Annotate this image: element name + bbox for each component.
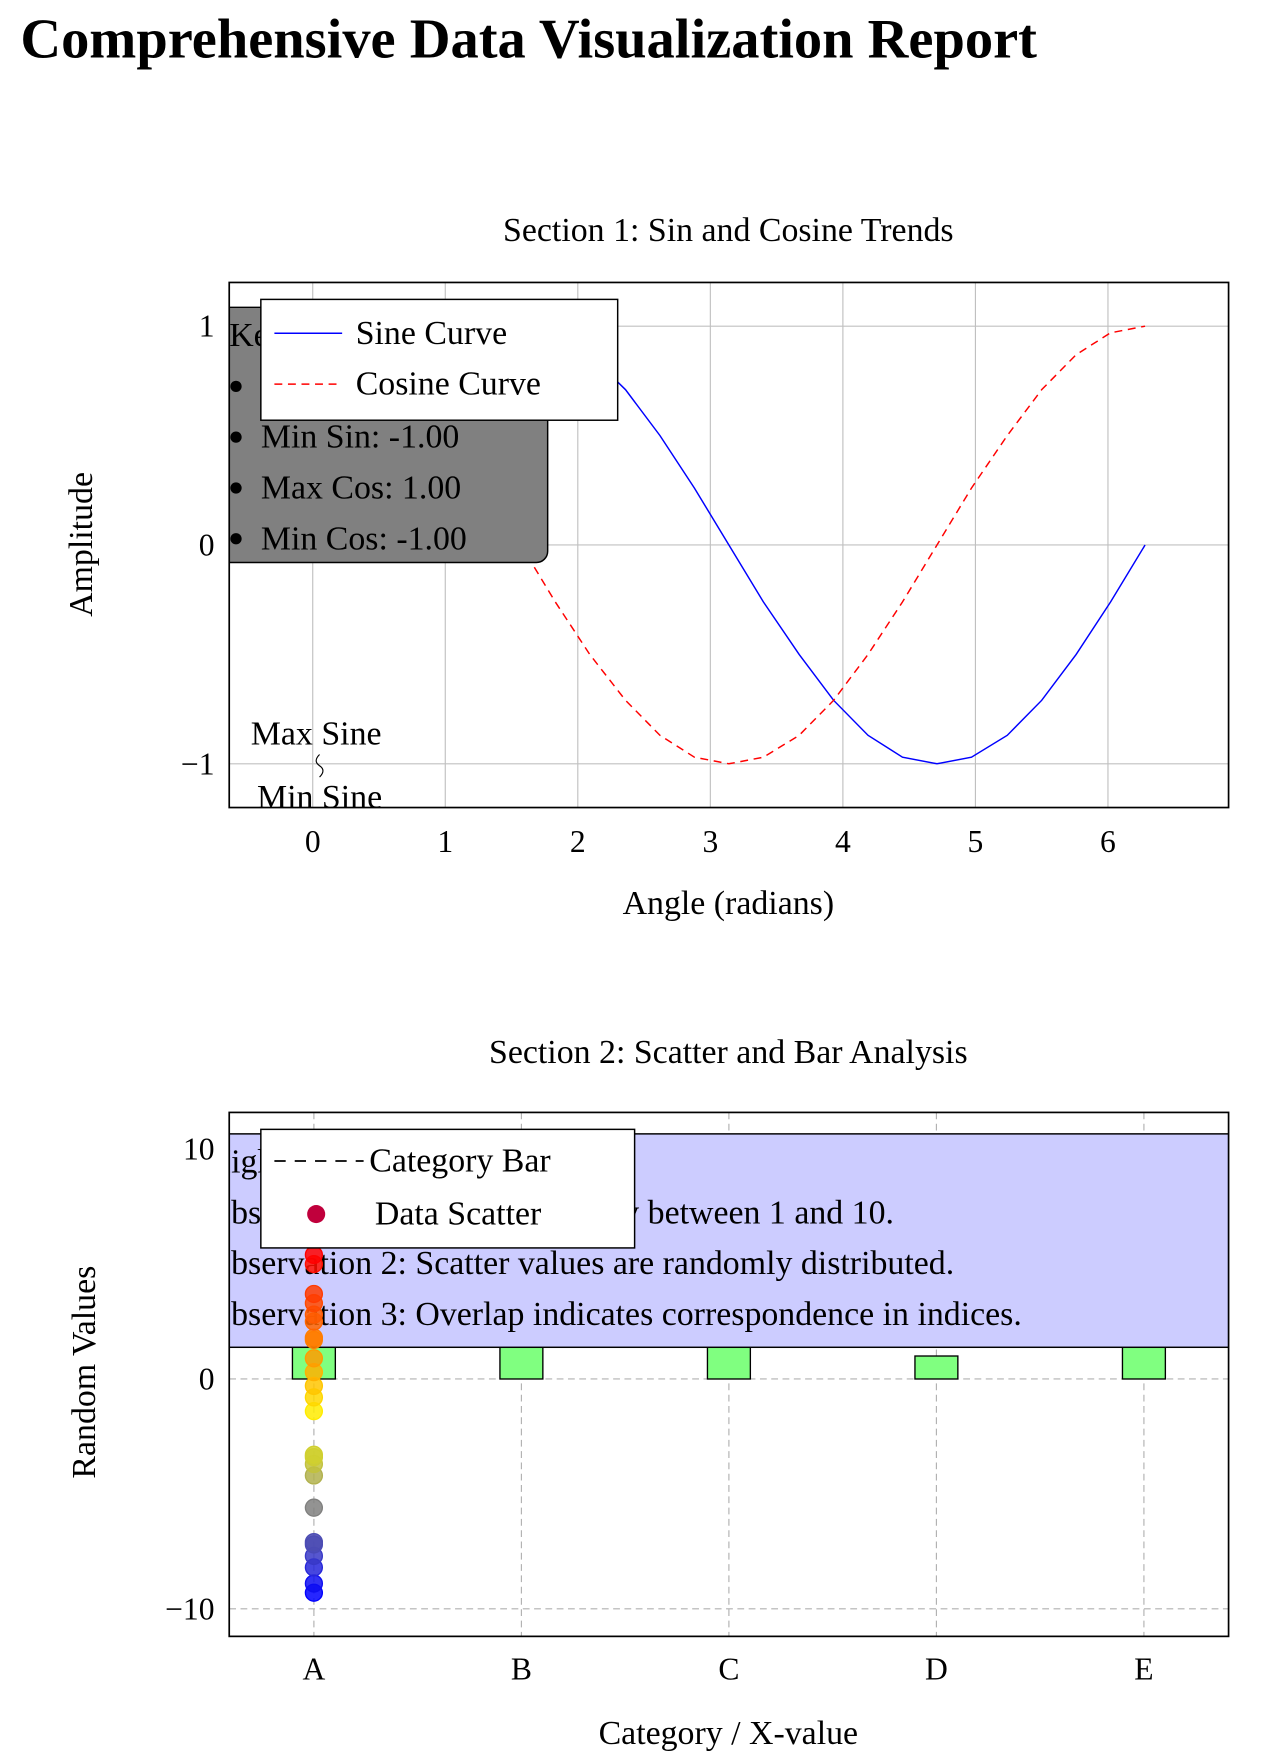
legend-label: Sine Curve xyxy=(356,315,507,352)
x-tick-label: A xyxy=(302,1652,325,1687)
x-tick-label: B xyxy=(511,1652,532,1687)
x-tick-label: 5 xyxy=(968,824,984,859)
y-tick-label: 0 xyxy=(199,1361,215,1396)
y-tick-label: 10 xyxy=(183,1132,215,1167)
y-tick-label: −1 xyxy=(181,746,215,781)
legend-label: Category Bar xyxy=(369,1142,550,1179)
annotation-pin xyxy=(315,754,324,778)
x-tick-label: 1 xyxy=(437,824,453,859)
legend-label: Data Scatter xyxy=(375,1196,541,1233)
stats-line: Min Cos: -1.00 xyxy=(261,520,467,557)
bullet xyxy=(230,533,242,545)
x-tick-label: 0 xyxy=(305,824,321,859)
bullet xyxy=(230,482,242,494)
x-tick-label: 3 xyxy=(702,824,718,859)
x-axis-label: Angle (radians) xyxy=(623,885,835,922)
scatter-point xyxy=(304,1245,324,1265)
axis-frame xyxy=(228,281,1230,809)
x-tick-label: D xyxy=(925,1652,948,1687)
legend-box xyxy=(260,298,619,421)
y-tick-label: 0 xyxy=(199,527,215,562)
annotation: Min Sine xyxy=(257,779,382,816)
scatter-point xyxy=(304,1328,324,1347)
annotation: Max Sine xyxy=(251,716,382,753)
y-tick-label: −10 xyxy=(165,1591,214,1626)
y-tick-label: 1 xyxy=(199,309,215,344)
chart-title: Section 1: Sin and Cosine Trends xyxy=(503,212,954,249)
x-axis-label: Category / X-value xyxy=(599,1715,859,1752)
legend-symbol xyxy=(307,1205,326,1224)
y-axis-label: Amplitude xyxy=(63,472,100,617)
stats-line: Min Sin: -1.00 xyxy=(261,419,459,456)
legend-label: Cosine Curve xyxy=(356,366,541,403)
scatter-point xyxy=(304,1349,324,1368)
scatter-point xyxy=(304,1445,324,1464)
y-axis-label: Random Values xyxy=(66,1266,103,1479)
x-tick-label: 2 xyxy=(570,824,586,859)
scatter-point xyxy=(304,1284,324,1304)
scatter-point xyxy=(304,1533,324,1552)
x-tick-label: 6 xyxy=(1100,824,1116,859)
note-line: Observation 3: Overlap indicates corresp… xyxy=(207,1296,1022,1333)
x-tick-label: E xyxy=(1134,1652,1153,1687)
note-line: Observation 2: Scatter values are random… xyxy=(207,1245,955,1282)
scatter-point xyxy=(304,1498,324,1517)
x-tick-label: C xyxy=(718,1652,739,1687)
x-tick-label: 4 xyxy=(835,824,851,859)
report-title: Comprehensive Data Visualization Report xyxy=(20,9,1037,71)
bullet xyxy=(230,380,242,392)
chart-title: Section 2: Scatter and Bar Analysis xyxy=(489,1034,968,1071)
axis-frame xyxy=(228,1111,1230,1638)
legend-box xyxy=(260,1128,636,1249)
stats-line: Max Cos: 1.00 xyxy=(261,469,461,506)
bullet xyxy=(230,431,242,443)
bar xyxy=(914,1355,959,1380)
scatter-point xyxy=(304,1574,324,1593)
